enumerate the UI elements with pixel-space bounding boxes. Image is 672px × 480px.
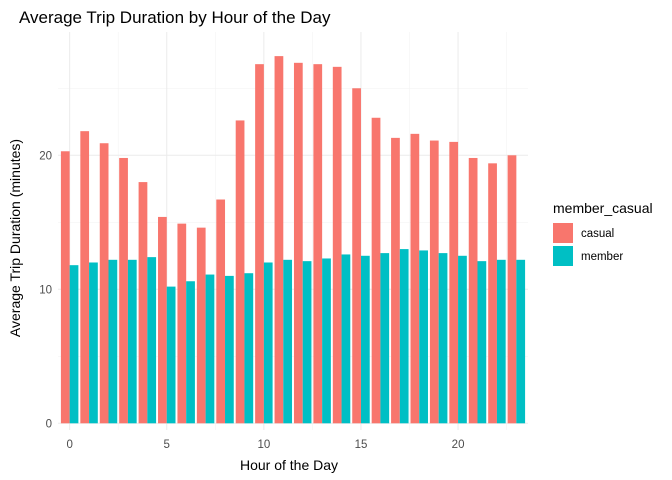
- bar-casual-4: [138, 182, 148, 424]
- bar-member-7: [205, 274, 215, 424]
- bar-member-9: [244, 273, 254, 424]
- bar-casual-21: [468, 157, 478, 424]
- bar-member-17: [399, 249, 409, 424]
- legend-key-casual: [553, 223, 573, 243]
- bar-member-20: [458, 255, 467, 424]
- bar-member-13: [322, 258, 331, 424]
- bar-casual-2: [99, 143, 109, 424]
- bar-member-2: [108, 259, 118, 424]
- bar-casual-13: [313, 64, 323, 424]
- bar-casual-9: [235, 120, 245, 424]
- y-tick-label: 10: [39, 284, 52, 296]
- y-axis-ticks: 0 10 20: [39, 150, 52, 430]
- bar-casual-14: [332, 66, 342, 424]
- bar-member-19: [438, 253, 448, 424]
- legend-key-member: [553, 246, 573, 266]
- bar-casual-1: [80, 131, 90, 424]
- bar-member-8: [225, 275, 234, 424]
- y-tick-label: 0: [46, 418, 52, 430]
- x-tick-label: 5: [164, 439, 170, 451]
- bar-member-15: [360, 255, 370, 424]
- bar-casual-18: [410, 133, 420, 424]
- legend-label-member: member: [581, 251, 623, 263]
- bar-casual-15: [352, 88, 361, 424]
- bar-casual-16: [371, 117, 381, 424]
- bar-member-23: [516, 259, 526, 424]
- legend: member_casual casual member: [553, 200, 653, 266]
- bar-member-4: [147, 257, 157, 424]
- bar-member-6: [186, 281, 195, 424]
- x-tick-label: 15: [355, 439, 368, 451]
- x-tick-label: 0: [66, 439, 72, 451]
- bar-member-0: [69, 265, 79, 424]
- bar-casual-12: [293, 62, 303, 424]
- bar-casual-19: [429, 140, 439, 424]
- bar-member-5: [166, 286, 176, 424]
- x-tick-label: 20: [452, 439, 465, 451]
- bar-casual-17: [391, 137, 400, 424]
- bar-member-22: [496, 259, 506, 424]
- bar-casual-5: [158, 216, 167, 424]
- legend-label-casual: casual: [581, 228, 614, 240]
- bar-member-12: [302, 261, 312, 424]
- bar-casual-0: [60, 151, 70, 424]
- bars: [60, 56, 526, 424]
- bar-casual-10: [255, 64, 264, 424]
- bar-casual-11: [274, 56, 284, 424]
- bar-member-1: [89, 262, 98, 424]
- bar-casual-3: [119, 157, 128, 424]
- x-axis-ticks: 0 5 10 15 20: [66, 439, 464, 451]
- bar-member-11: [283, 259, 293, 424]
- bar-member-18: [419, 250, 428, 424]
- bar-casual-22: [488, 163, 497, 424]
- bar-member-21: [477, 261, 487, 424]
- bar-casual-8: [216, 199, 226, 424]
- bar-casual-20: [449, 141, 459, 424]
- x-tick-label: 10: [257, 439, 270, 451]
- x-axis-title: Hour of the Day: [240, 457, 338, 473]
- bar-member-3: [127, 259, 137, 424]
- bar-casual-7: [196, 227, 206, 424]
- y-axis-title: Average Trip Duration (minutes): [7, 139, 23, 337]
- y-tick-label: 20: [39, 150, 52, 162]
- bar-casual-6: [177, 223, 187, 424]
- bar-member-16: [380, 253, 390, 424]
- bar-casual-23: [507, 155, 517, 424]
- bar-member-10: [263, 262, 273, 424]
- chart-title: Average Trip Duration by Hour of the Day: [19, 8, 331, 27]
- bar-member-14: [341, 254, 351, 424]
- legend-title: member_casual: [553, 200, 653, 216]
